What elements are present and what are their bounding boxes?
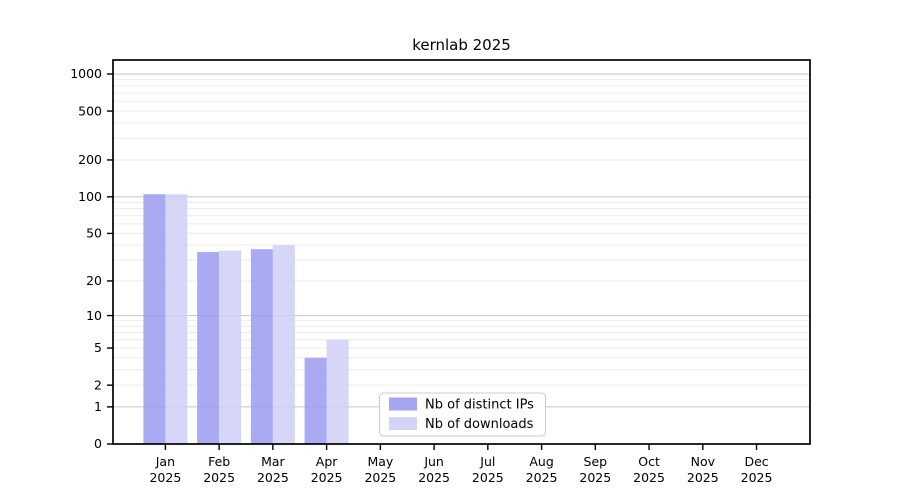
bar-downloads-feb	[219, 250, 242, 444]
y-tick-label: 500	[78, 103, 102, 118]
x-tick-label-year: 2025	[633, 470, 665, 485]
x-tick-label-year: 2025	[418, 470, 450, 485]
x-tick-label-month: Oct	[638, 454, 660, 469]
y-tick-label: 1000	[70, 66, 102, 81]
bar-distinct-ips-feb	[197, 252, 220, 444]
bar-distinct-ips-apr	[304, 357, 327, 444]
x-tick-label-year: 2025	[579, 470, 611, 485]
bar-downloads-mar	[272, 245, 295, 444]
legend-swatch-downloads	[389, 417, 417, 430]
x-tick-label-year: 2025	[311, 470, 343, 485]
x-tick-label-month: May	[367, 454, 393, 469]
x-tick-label-month: Jul	[479, 454, 495, 469]
y-tick-label: 50	[86, 226, 102, 241]
bar-downloads-apr	[326, 339, 349, 444]
bar-downloads-jan	[165, 194, 188, 444]
y-tick-label: 1	[94, 399, 102, 414]
x-tick-label-month: Jan	[155, 454, 175, 469]
y-tick-label: 10	[86, 308, 102, 323]
y-tick-label: 200	[78, 152, 102, 167]
bar-distinct-ips-jan	[143, 194, 166, 444]
bar-distinct-ips-mar	[250, 249, 273, 444]
x-tick-label-year: 2025	[526, 470, 558, 485]
x-tick-label-month: Nov	[691, 454, 716, 469]
x-tick-label-year: 2025	[472, 470, 504, 485]
y-tick-label: 2	[94, 377, 102, 392]
x-tick-label-month: Dec	[744, 454, 768, 469]
y-tick-label: 5	[94, 340, 102, 355]
y-tick-label: 0	[94, 436, 102, 451]
x-tick-label-year: 2025	[687, 470, 719, 485]
chart-title: kernlab 2025	[412, 36, 511, 54]
legend-box	[379, 392, 546, 437]
x-tick-label-month: Apr	[316, 454, 338, 469]
legend-label-downloads: Nb of downloads	[425, 417, 534, 432]
x-tick-label-year: 2025	[257, 470, 289, 485]
legend-label-distinct-ips: Nb of distinct IPs	[425, 398, 534, 413]
x-tick-label-year: 2025	[364, 470, 396, 485]
legend: Nb of distinct IPs Nb of downloads	[379, 392, 546, 437]
plot-border	[112, 59, 811, 445]
x-tick-label-year: 2025	[741, 470, 773, 485]
legend-swatch-distinct-ips	[389, 397, 417, 411]
x-tick-label-month: Feb	[208, 454, 230, 469]
x-tick-label-month: Aug	[529, 454, 553, 469]
y-tick-label: 20	[86, 273, 102, 288]
y-tick-label: 100	[78, 189, 102, 204]
x-tick-label-month: Sep	[584, 454, 608, 469]
x-tick-label-month: Mar	[261, 454, 285, 469]
x-tick-label-year: 2025	[203, 470, 235, 485]
x-tick-label-month: Jun	[423, 454, 444, 469]
x-tick-label-year: 2025	[149, 470, 181, 485]
